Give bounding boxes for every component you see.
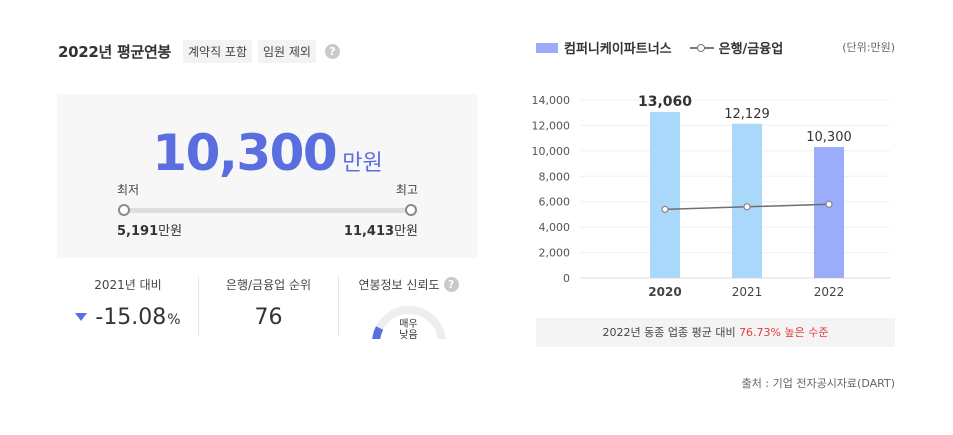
- average-salary-unit: 만원: [342, 151, 383, 176]
- tag-contract-included: 계약직 포함: [182, 40, 252, 63]
- yoy-value-row: -15.08%: [58, 305, 198, 330]
- industry-point: [661, 205, 669, 213]
- source-note: 출처 : 기업 전자공시자료(DART): [741, 377, 895, 390]
- reliability-gauge: 매우 낮음: [371, 305, 447, 339]
- reliability-line1: 매우: [399, 319, 418, 330]
- reliability-line2: 낮음: [399, 330, 418, 339]
- x-tick-label: 2021: [732, 285, 763, 299]
- compare-prefix: 2022년 동종 업종 평균 대비: [602, 326, 736, 339]
- min-marker: [118, 204, 130, 216]
- rank-stat: 은행/금융업 순위 76: [198, 276, 338, 336]
- reliability-stat: 연봉정보 신뢰도 ? 매우 낮음: [338, 276, 478, 339]
- industry-compare: 2022년 동종 업종 평균 대비 76.73% 높은 수준: [536, 318, 895, 347]
- bar-2020: [650, 111, 680, 278]
- average-salary: 10,300 만원: [57, 124, 478, 182]
- salary-chart: 14,000 12,000 10,000 8,000 6,000 4,000 2,000 0 1…: [532, 94, 890, 299]
- y-tick-label: 6,000: [539, 196, 571, 209]
- min-salary-unit: 만원: [158, 224, 183, 239]
- unit-note: (단위:만원): [842, 41, 895, 54]
- salary-range-track: [124, 208, 411, 213]
- down-arrow-icon: [75, 313, 88, 321]
- header: 2022년 평균연봉 계약직 포함 임원 제외 ?: [58, 40, 340, 63]
- legend-line-swatch: [689, 43, 714, 53]
- max-label: 최고: [395, 183, 418, 197]
- y-tick-label: 8,000: [539, 170, 571, 183]
- x-tick-label: 2020: [648, 285, 681, 299]
- min-salary-value: 5,191: [117, 224, 159, 239]
- max-salary-unit: 만원: [394, 224, 418, 239]
- bar-value-label: 12,129: [724, 107, 770, 122]
- yoy-stat: 2021년 대비 -15.08%: [58, 276, 198, 330]
- yoy-value: -15.08: [95, 305, 167, 330]
- bar-2022: [814, 147, 844, 278]
- compare-highlight: 76.73% 높은 수준: [739, 326, 829, 339]
- legend-bar-swatch: [536, 42, 558, 53]
- y-tick-label: 2,000: [539, 247, 571, 260]
- rank-label: 은행/금융업 순위: [225, 278, 312, 292]
- gauge-fill: [371, 326, 383, 339]
- chart-legend: 컴퍼니케이파트너스 은행/금융업: [536, 38, 783, 57]
- y-tick-label: 14,000: [532, 94, 571, 107]
- reliability-help-icon[interactable]: ?: [443, 277, 459, 292]
- bar-value-label: 10,300: [806, 130, 852, 145]
- tag-executives-excluded: 임원 제외: [258, 40, 316, 63]
- bar-value-label: 13,060: [638, 94, 692, 110]
- max-marker: [405, 204, 417, 216]
- rank-value: 76: [254, 305, 283, 330]
- legend-bar-label: 컴퍼니케이파트너스: [564, 42, 672, 57]
- y-tick-label: 4,000: [539, 221, 571, 234]
- reliability-label: 연봉정보 신뢰도: [358, 278, 440, 292]
- y-tick-label: 0: [563, 272, 570, 285]
- industry-point: [743, 203, 751, 211]
- page-title: 2022년 평균연봉: [58, 43, 171, 61]
- yoy-label: 2021년 대비: [94, 278, 162, 292]
- min-salary: 5,191만원: [117, 220, 182, 239]
- x-tick-label: 2022: [814, 285, 845, 299]
- average-salary-value: 10,300: [152, 124, 337, 182]
- help-icon[interactable]: ?: [324, 44, 340, 59]
- max-salary: 11,413만원: [344, 220, 418, 239]
- salary-summary-box: 10,300 만원 최저 최고 5,191만원 11,413만원: [57, 94, 478, 258]
- bar-2021: [732, 123, 762, 279]
- max-salary-value: 11,413: [343, 224, 395, 239]
- industry-point: [825, 200, 833, 208]
- yoy-unit: %: [167, 312, 181, 328]
- min-label: 최저: [117, 183, 140, 197]
- legend-line-label: 은행/금융업: [718, 42, 784, 57]
- y-tick-label: 12,000: [532, 119, 571, 132]
- reliability-gauge-svg: [371, 306, 446, 339]
- reliability-label-row: 연봉정보 신뢰도 ?: [339, 276, 478, 293]
- y-tick-label: 10,000: [532, 145, 571, 158]
- reliability-text: 매우 낮음: [371, 319, 447, 339]
- gauge-track: [371, 306, 446, 339]
